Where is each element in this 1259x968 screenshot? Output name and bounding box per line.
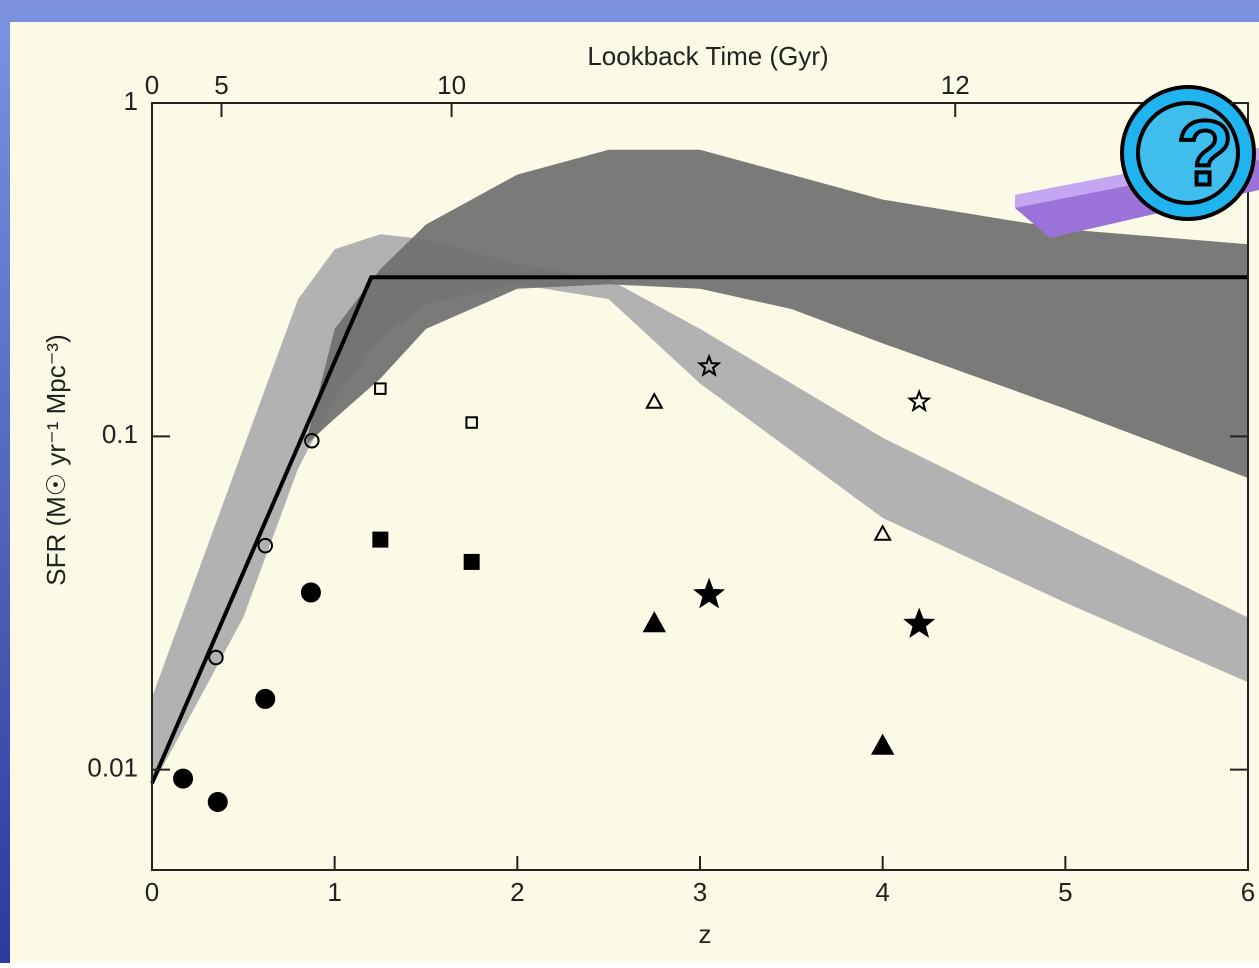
y-axis-title: SFR (M☉ yr⁻¹ Mpc⁻³) — [41, 334, 71, 586]
x2-tick-label: 10 — [437, 70, 466, 100]
point-circle — [209, 793, 227, 811]
x-tick-label: 6 — [1241, 877, 1255, 907]
x2-tick-label: 0 — [145, 70, 159, 100]
point-square — [373, 533, 387, 547]
x2-tick-label: 5 — [214, 70, 228, 100]
x2-tick-label: 12 — [941, 70, 970, 100]
y-tick-label: 0.01 — [87, 753, 138, 783]
x-tick-label: 2 — [510, 877, 524, 907]
top-axis-title: Lookback Time (Gyr) — [587, 41, 828, 71]
y-tick-label: 1 — [124, 86, 138, 116]
x-tick-label: 5 — [1058, 877, 1072, 907]
x-tick-label: 1 — [327, 877, 341, 907]
point-circle — [256, 690, 274, 708]
x-tick-label: 0 — [145, 877, 159, 907]
chart: Lookback Time (Gyr) z SFR (M☉ yr⁻¹ Mpc⁻³… — [0, 0, 1259, 963]
x-tick-label: 3 — [693, 877, 707, 907]
y-tick-label: 0.1 — [102, 419, 138, 449]
point-circle — [174, 770, 192, 788]
x-axis-title: z — [699, 919, 712, 949]
badge-label: ? — [1177, 102, 1233, 204]
point-square — [465, 555, 479, 569]
point-circle — [302, 584, 320, 602]
x-tick-label: 4 — [875, 877, 889, 907]
page: Lookback Time (Gyr) z SFR (M☉ yr⁻¹ Mpc⁻³… — [0, 0, 1259, 963]
